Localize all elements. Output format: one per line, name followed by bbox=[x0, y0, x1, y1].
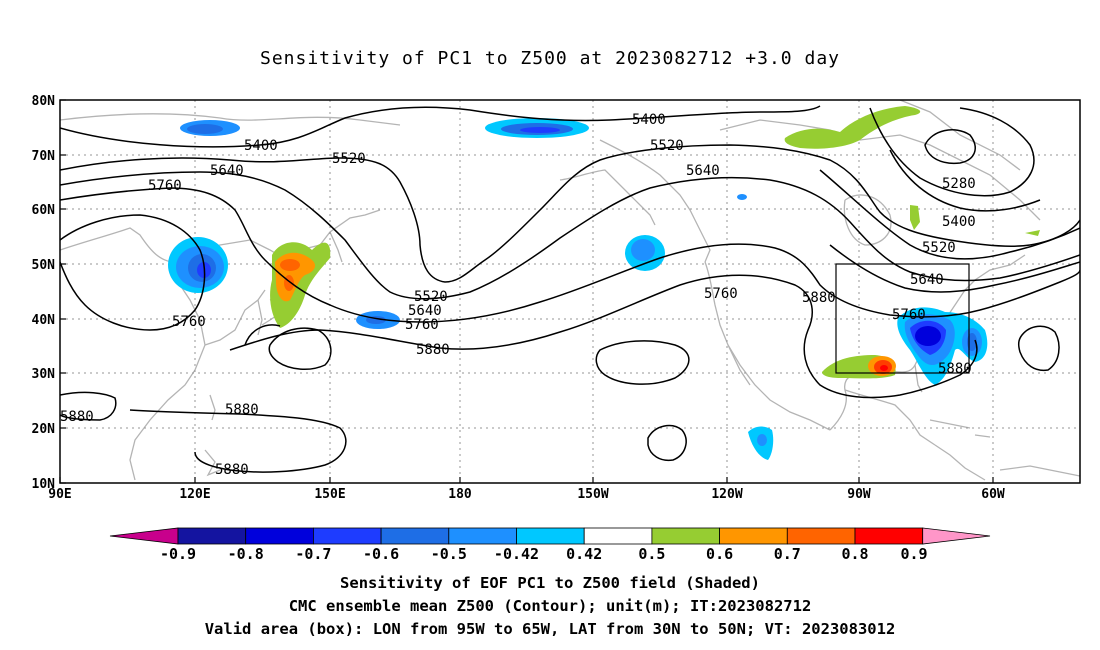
map-frame bbox=[59, 99, 1081, 484]
colorbar-label: 0.6 bbox=[706, 545, 733, 563]
contour-label: 5760 bbox=[405, 317, 439, 333]
lat-label: 50N bbox=[32, 258, 56, 273]
colorbar-cell bbox=[786, 527, 856, 545]
colorbar-cell bbox=[516, 527, 585, 545]
contour-label: 5880 bbox=[802, 290, 836, 306]
coastlines bbox=[60, 100, 1080, 481]
axis-ticks bbox=[59, 99, 994, 484]
shade-blob bbox=[757, 434, 767, 446]
contour-label: 5880 bbox=[215, 462, 249, 478]
colorbar-label: 0.9 bbox=[900, 545, 927, 563]
shade-blob bbox=[631, 239, 655, 261]
colorbar-cell bbox=[651, 527, 721, 545]
colorbar: -0.9 -0.8 -0.7 -0.6 -0.5 -0.42 0.42 0.5 … bbox=[109, 527, 991, 563]
lon-label: 90W bbox=[847, 487, 871, 502]
colorbar-cell bbox=[854, 527, 924, 545]
contour-label: 5400 bbox=[244, 138, 278, 154]
shade-blob bbox=[187, 124, 223, 134]
contour-label: 5640 bbox=[910, 272, 944, 288]
colorbar-label: -0.5 bbox=[431, 545, 467, 563]
caption-line-3: Valid area (box): LON from 95W to 65W, L… bbox=[204, 620, 896, 638]
colorbar-cell bbox=[312, 527, 382, 545]
contour-label: 5400 bbox=[632, 112, 666, 128]
lon-label: 60W bbox=[981, 487, 1005, 502]
shade-blob bbox=[915, 326, 941, 346]
colorbar-cell bbox=[177, 527, 247, 545]
lon-label: 150W bbox=[577, 487, 608, 502]
caption-line-2: CMC ensemble mean Z500 (Contour); unit(m… bbox=[288, 597, 812, 615]
colorbar-label: -0.6 bbox=[363, 545, 399, 563]
colorbar-label: 0.5 bbox=[638, 545, 665, 563]
contour-label: 5760 bbox=[172, 314, 206, 330]
lat-label: 60N bbox=[32, 203, 56, 218]
contour-label: 5640 bbox=[408, 303, 442, 319]
valid-area-box bbox=[835, 263, 970, 374]
z500-contours bbox=[60, 105, 1080, 473]
contour-label: 5880 bbox=[60, 409, 94, 425]
longitude-labels: 90E 120E 150E 180 150W 120W 90W 60W bbox=[48, 487, 1005, 502]
caption-line-1: Sensitivity of EOF PC1 to Z500 field (Sh… bbox=[340, 574, 760, 592]
contour-label: 5880 bbox=[416, 342, 450, 358]
contour-label: 5640 bbox=[686, 163, 720, 179]
colorbar-label: 0.42 bbox=[566, 545, 602, 563]
shade-blob bbox=[520, 127, 560, 133]
sensitivity-shading bbox=[168, 106, 1040, 460]
shade-blob bbox=[880, 365, 888, 371]
contour-label: 5880 bbox=[938, 361, 972, 377]
contour-label: 5760 bbox=[704, 286, 738, 302]
lon-label: 180 bbox=[448, 487, 472, 502]
lat-label: 40N bbox=[32, 313, 56, 328]
contour-label: 5640 bbox=[210, 163, 244, 179]
colorbar-cell bbox=[922, 527, 991, 545]
colorbar-label: -0.8 bbox=[228, 545, 264, 563]
lon-label: 120W bbox=[711, 487, 742, 502]
figure-title: Sensitivity of PC1 to Z500 at 2023082712… bbox=[259, 48, 840, 69]
shade-blob bbox=[280, 259, 300, 271]
contour-label: 5520 bbox=[922, 240, 956, 256]
lat-label: 30N bbox=[32, 367, 56, 382]
lat-label: 10N bbox=[32, 477, 56, 492]
colorbar-cell bbox=[380, 527, 450, 545]
contour-label: 5760 bbox=[148, 178, 182, 194]
contour-label: 5520 bbox=[414, 289, 448, 305]
colorbar-label: -0.42 bbox=[494, 545, 539, 563]
contour-label: 5520 bbox=[650, 138, 684, 154]
lat-label: 20N bbox=[32, 422, 56, 437]
contour-label: 5880 bbox=[225, 402, 259, 418]
lon-label: 90E bbox=[48, 487, 71, 502]
colorbar-label: -0.9 bbox=[160, 545, 196, 563]
latitude-labels: 80N 70N 60N 50N 40N 30N 20N 10N bbox=[32, 94, 56, 492]
colorbar-cell bbox=[719, 527, 788, 545]
contour-label: 5520 bbox=[332, 151, 366, 167]
shade-blob bbox=[737, 194, 747, 200]
lat-label: 80N bbox=[32, 94, 56, 109]
colorbar-cell bbox=[245, 527, 314, 545]
shade-blob bbox=[910, 205, 920, 230]
shade-blob bbox=[1025, 230, 1040, 236]
gridlines bbox=[60, 100, 1080, 483]
colorbar-label: 0.8 bbox=[841, 545, 868, 563]
contour-label: 5280 bbox=[942, 176, 976, 192]
colorbar-label: 0.7 bbox=[774, 545, 801, 563]
colorbar-cell bbox=[583, 527, 653, 545]
lat-label: 70N bbox=[32, 149, 56, 164]
colorbar-cell bbox=[109, 527, 179, 545]
colorbar-cell bbox=[448, 527, 517, 545]
contour-labels: 5400 5520 5640 5760 5760 5880 5880 5880 … bbox=[60, 112, 976, 478]
lon-label: 120E bbox=[179, 487, 210, 502]
shade-blob bbox=[784, 106, 921, 149]
lon-label: 150E bbox=[314, 487, 345, 502]
contour-label: 5400 bbox=[942, 214, 976, 230]
colorbar-label: -0.7 bbox=[295, 545, 331, 563]
contour-label: 5760 bbox=[892, 307, 926, 323]
